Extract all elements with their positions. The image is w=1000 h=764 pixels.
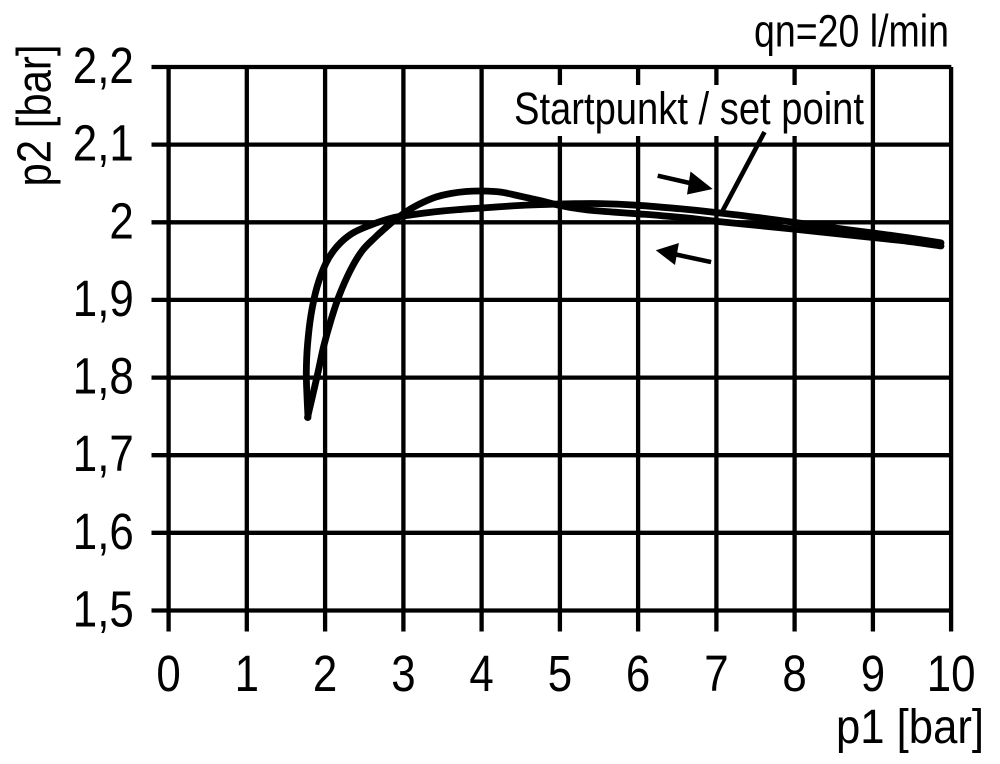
svg-text:1,5: 1,5 (73, 581, 134, 638)
svg-text:0: 0 (156, 645, 180, 702)
svg-text:1,8: 1,8 (73, 348, 134, 405)
svg-text:Startpunkt / set point: Startpunkt / set point (514, 83, 864, 134)
svg-text:9: 9 (861, 645, 885, 702)
svg-text:8: 8 (782, 645, 806, 702)
svg-text:1,6: 1,6 (73, 503, 134, 560)
svg-text:1,9: 1,9 (73, 270, 134, 327)
svg-text:2: 2 (109, 192, 133, 249)
svg-text:2: 2 (313, 645, 337, 702)
svg-text:1,7: 1,7 (73, 425, 134, 482)
svg-text:6: 6 (626, 645, 650, 702)
svg-text:7: 7 (704, 645, 728, 702)
svg-text:p1 [bar]: p1 [bar] (836, 701, 984, 754)
svg-text:1: 1 (235, 645, 259, 702)
svg-text:3: 3 (391, 645, 415, 702)
svg-text:qn=20 l/min: qn=20 l/min (754, 5, 949, 56)
svg-text:2,1: 2,1 (73, 115, 134, 172)
svg-text:10: 10 (927, 645, 976, 702)
svg-text:p2 [bar]: p2 [bar] (9, 45, 62, 187)
svg-text:2,2: 2,2 (73, 37, 134, 94)
svg-text:5: 5 (548, 645, 572, 702)
svg-text:4: 4 (469, 645, 493, 702)
